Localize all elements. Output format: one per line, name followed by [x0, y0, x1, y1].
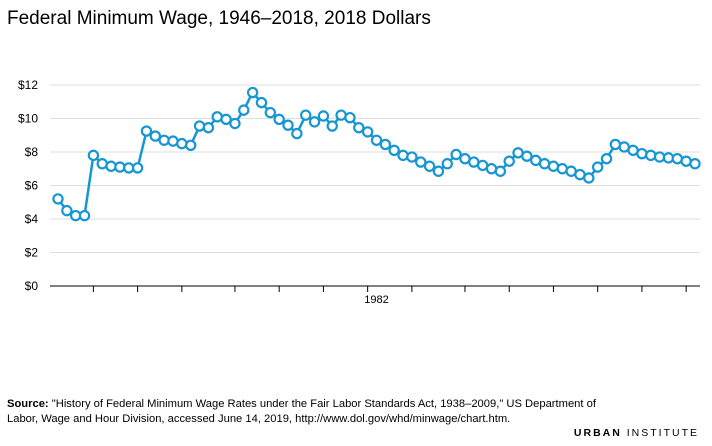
data-point — [273, 113, 285, 126]
data-point — [282, 119, 294, 131]
data-point — [432, 165, 445, 177]
data-point — [379, 138, 392, 151]
line-chart: $0 $2 $4 $6 $8 $10 $12 1982 — [18, 78, 701, 306]
data-point — [149, 130, 162, 142]
y-tick-label: $2 — [25, 246, 39, 260]
data-point — [423, 160, 436, 172]
y-tick-label: $12 — [18, 78, 38, 92]
data-point — [291, 127, 303, 140]
data-point — [388, 144, 400, 157]
data-point — [689, 158, 701, 170]
y-tick-label: $8 — [25, 145, 39, 159]
source-label: Source: — [7, 398, 49, 410]
chart-title: Federal Minimum Wage, 1946–2018, 2018 Do… — [7, 8, 431, 29]
data-point — [326, 120, 338, 132]
data-point — [52, 193, 64, 205]
data-points — [52, 86, 701, 222]
brand-part-1: URBAN — [573, 427, 622, 439]
data-point — [131, 162, 144, 174]
data-point — [361, 126, 374, 138]
data-point — [255, 96, 268, 109]
data-point — [300, 109, 312, 121]
data-point — [415, 156, 427, 168]
data-point — [441, 158, 453, 170]
data-point — [494, 165, 507, 177]
x-tick-label: 1982 — [364, 294, 388, 306]
data-point — [521, 150, 533, 162]
data-point — [264, 106, 277, 119]
data-point — [78, 209, 91, 222]
data-point — [202, 122, 215, 134]
data-point — [591, 161, 604, 173]
data-point — [61, 204, 73, 217]
source-text: "History of Federal Minimum Wage Rates u… — [7, 398, 596, 425]
data-point — [229, 117, 241, 130]
data-point — [308, 116, 321, 128]
y-axis: $0 $2 $4 $6 $8 $10 $12 — [18, 78, 38, 293]
data-point — [344, 111, 356, 124]
data-point — [87, 149, 100, 162]
y-tick-label: $0 — [25, 279, 39, 293]
y-tick-label: $10 — [18, 112, 38, 126]
data-point — [370, 134, 383, 146]
grid-lines — [50, 84, 700, 287]
data-point — [238, 104, 250, 116]
data-point — [503, 155, 515, 167]
x-axis: 1982 — [92, 286, 687, 306]
data-point — [397, 149, 409, 162]
series-line — [57, 90, 696, 217]
data-point — [600, 152, 613, 165]
data-point — [140, 125, 153, 137]
data-point — [246, 86, 259, 99]
data-point — [406, 151, 418, 163]
data-point — [450, 148, 462, 161]
data-point — [645, 149, 657, 162]
y-tick-label: $4 — [25, 212, 39, 226]
data-point — [185, 139, 197, 151]
data-point — [220, 113, 232, 126]
data-point — [636, 147, 648, 160]
data-point — [317, 110, 330, 122]
data-point — [353, 122, 365, 134]
y-tick-label: $6 — [25, 179, 39, 193]
data-point — [176, 137, 188, 150]
brand-part-2: INSTITUTE — [626, 427, 699, 439]
source-note: Source: "History of Federal Minimum Wage… — [7, 397, 607, 427]
data-point — [583, 172, 595, 184]
brand-logo: URBAN INSTITUTE — [574, 427, 699, 439]
data-point — [193, 120, 206, 132]
